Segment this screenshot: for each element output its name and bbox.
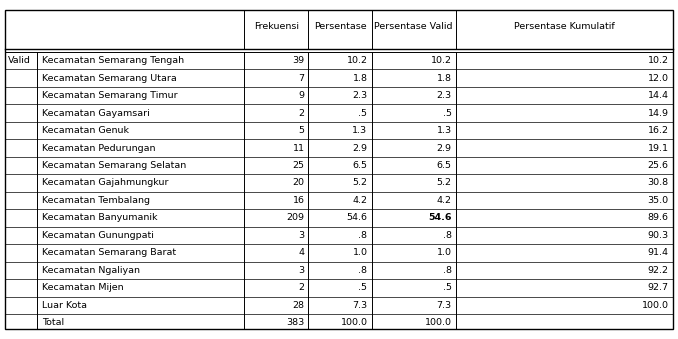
- Text: Kecamatan Semarang Utara: Kecamatan Semarang Utara: [42, 74, 177, 83]
- Text: 4.2: 4.2: [437, 196, 452, 205]
- Text: .8: .8: [359, 266, 367, 275]
- Text: 3: 3: [298, 266, 304, 275]
- Text: 100.0: 100.0: [340, 318, 367, 327]
- Text: 54.6: 54.6: [346, 214, 367, 222]
- Text: 16: 16: [292, 196, 304, 205]
- Text: 209: 209: [286, 214, 304, 222]
- Text: Kecamatan Gayamsari: Kecamatan Gayamsari: [42, 108, 150, 118]
- Text: 7.3: 7.3: [353, 301, 367, 310]
- Text: 90.3: 90.3: [647, 231, 669, 240]
- Text: 19.1: 19.1: [647, 143, 669, 153]
- Text: 4: 4: [298, 248, 304, 257]
- Text: 25.6: 25.6: [647, 161, 669, 170]
- Text: 92.2: 92.2: [647, 266, 669, 275]
- Text: 2.9: 2.9: [437, 143, 452, 153]
- Text: 1.0: 1.0: [353, 248, 367, 257]
- Text: Persentase Kumulatif: Persentase Kumulatif: [514, 22, 614, 31]
- Text: Kecamatan Banyumanik: Kecamatan Banyumanik: [42, 214, 157, 222]
- Text: Kecamatan Semarang Timur: Kecamatan Semarang Timur: [42, 91, 178, 100]
- Text: 4.2: 4.2: [353, 196, 367, 205]
- Text: 1.0: 1.0: [437, 248, 452, 257]
- Text: 100.0: 100.0: [424, 318, 452, 327]
- Text: Kecamatan Pedurungan: Kecamatan Pedurungan: [42, 143, 155, 153]
- Text: 5: 5: [298, 126, 304, 135]
- Text: Valid: Valid: [8, 56, 31, 65]
- Text: 7: 7: [298, 74, 304, 83]
- Text: 5.2: 5.2: [353, 178, 367, 187]
- Text: Persentase: Persentase: [314, 22, 366, 31]
- Text: 25: 25: [292, 161, 304, 170]
- Text: 1.3: 1.3: [353, 126, 367, 135]
- Text: 2: 2: [298, 108, 304, 118]
- Text: 2.9: 2.9: [353, 143, 367, 153]
- Text: .5: .5: [359, 108, 367, 118]
- Text: 5.2: 5.2: [437, 178, 452, 187]
- Text: Luar Kota: Luar Kota: [42, 301, 87, 310]
- Text: Total: Total: [42, 318, 64, 327]
- Text: Kecamatan Gajahmungkur: Kecamatan Gajahmungkur: [42, 178, 169, 187]
- Text: 20: 20: [292, 178, 304, 187]
- Text: 6.5: 6.5: [437, 161, 452, 170]
- Text: 30.8: 30.8: [647, 178, 669, 187]
- Text: 1.8: 1.8: [353, 74, 367, 83]
- Text: 7.3: 7.3: [437, 301, 452, 310]
- Text: Kecamatan Tembalang: Kecamatan Tembalang: [42, 196, 150, 205]
- Text: Kecamatan Genuk: Kecamatan Genuk: [42, 126, 129, 135]
- Text: 92.7: 92.7: [647, 283, 669, 292]
- Text: 14.4: 14.4: [647, 91, 669, 100]
- Text: 10.2: 10.2: [431, 56, 452, 65]
- Text: 10.2: 10.2: [346, 56, 367, 65]
- Text: Kecamatan Semarang Barat: Kecamatan Semarang Barat: [42, 248, 176, 257]
- Text: 35.0: 35.0: [647, 196, 669, 205]
- Text: Kecamatan Gunungpati: Kecamatan Gunungpati: [42, 231, 154, 240]
- Text: 91.4: 91.4: [647, 248, 669, 257]
- Text: Frekuensi: Frekuensi: [254, 22, 299, 31]
- Text: 54.6: 54.6: [428, 214, 452, 222]
- Text: 2: 2: [298, 283, 304, 292]
- Text: 16.2: 16.2: [647, 126, 669, 135]
- Text: Kecamatan Ngaliyan: Kecamatan Ngaliyan: [42, 266, 140, 275]
- Text: .8: .8: [443, 231, 452, 240]
- Text: 100.0: 100.0: [641, 301, 669, 310]
- Text: 383: 383: [286, 318, 304, 327]
- Text: .5: .5: [443, 108, 452, 118]
- Text: 2.3: 2.3: [353, 91, 367, 100]
- Text: Persentase Valid: Persentase Valid: [374, 22, 453, 31]
- Text: 3: 3: [298, 231, 304, 240]
- Text: 1.8: 1.8: [437, 74, 452, 83]
- Text: 6.5: 6.5: [353, 161, 367, 170]
- Text: 39: 39: [292, 56, 304, 65]
- Text: 2.3: 2.3: [437, 91, 452, 100]
- Text: .8: .8: [443, 266, 452, 275]
- Text: 9: 9: [298, 91, 304, 100]
- Text: 89.6: 89.6: [647, 214, 669, 222]
- Text: Kecamatan Mijen: Kecamatan Mijen: [42, 283, 123, 292]
- Text: .5: .5: [443, 283, 452, 292]
- Text: Kecamatan Semarang Tengah: Kecamatan Semarang Tengah: [42, 56, 184, 65]
- Text: 28: 28: [292, 301, 304, 310]
- Text: 14.9: 14.9: [647, 108, 669, 118]
- Text: .8: .8: [359, 231, 367, 240]
- Text: .5: .5: [359, 283, 367, 292]
- Text: Kecamatan Semarang Selatan: Kecamatan Semarang Selatan: [42, 161, 186, 170]
- Text: 1.3: 1.3: [437, 126, 452, 135]
- Text: 10.2: 10.2: [647, 56, 669, 65]
- Text: 11: 11: [292, 143, 304, 153]
- Text: 12.0: 12.0: [647, 74, 669, 83]
